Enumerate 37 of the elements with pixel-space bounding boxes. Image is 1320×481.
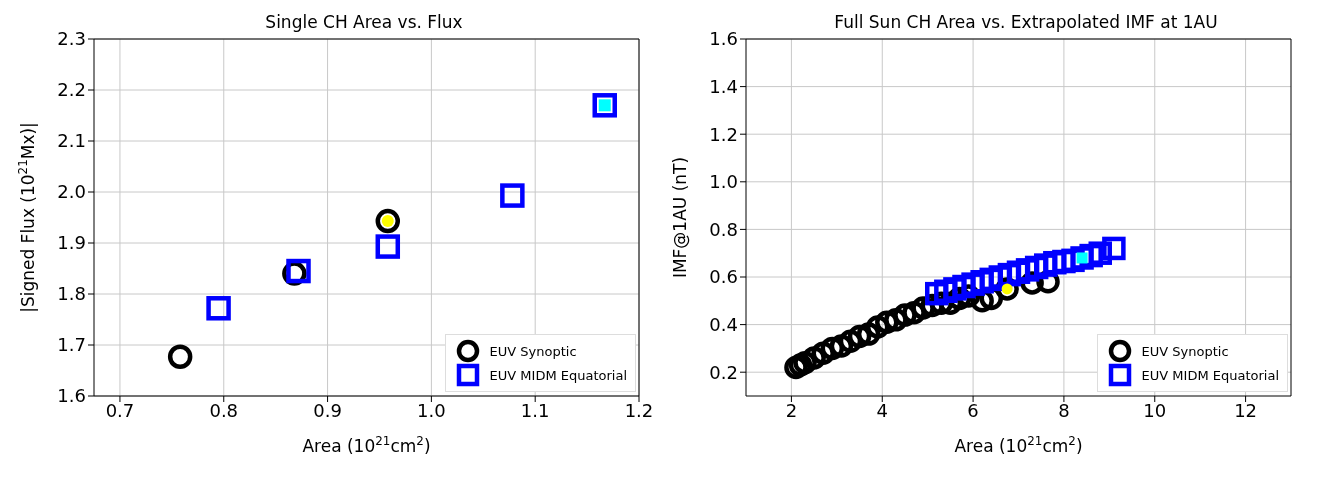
y-axis-title: IMF@1AU (nT): [670, 156, 690, 279]
x-tick-label: 12: [1234, 399, 1258, 421]
y-tick-label: 2.1: [57, 130, 86, 152]
x-tick-label: 1.2: [624, 399, 654, 421]
y-tick-label: 1.6: [57, 385, 86, 407]
y-tick-label: 0.6: [709, 266, 738, 288]
x-tick-label: 1.0: [417, 399, 446, 421]
x-tick-label: 0.9: [313, 399, 342, 421]
y-tick-label: 0.2: [709, 361, 738, 383]
legend-label: EUV MIDM Equatorial: [489, 367, 627, 383]
y-tick-label: 0.4: [709, 313, 738, 335]
x-tick-label: 8: [1058, 399, 1070, 421]
x-tick-label: 4: [876, 399, 888, 421]
y-tick-label: 1.7: [57, 334, 86, 356]
legend-label: EUV Synoptic: [1141, 343, 1229, 359]
y-tick-label: 0.8: [709, 218, 738, 240]
y-tick-label: 1.6: [709, 28, 738, 50]
y-tick-label: 2.2: [57, 79, 86, 101]
x-tick-label: 0.8: [209, 399, 239, 421]
chart-title: Single CH Area vs. Flux: [265, 12, 463, 32]
y-tick-label: 1.2: [709, 123, 738, 145]
chart-title: Full Sun CH Area vs. Extrapolated IMF at 1AU: [834, 12, 1218, 32]
legend-label: EUV MIDM Equatorial: [1141, 367, 1279, 383]
y-tick-label: 1.8: [57, 283, 86, 305]
y-tick-label: 1.0: [709, 171, 738, 193]
x-tick-label: 6: [967, 399, 979, 421]
x-axis-title: Area (10$^{21}$cm$^{2}$): [954, 434, 1083, 456]
y-tick-label: 2.0: [57, 181, 86, 203]
x-tick-label: 10: [1143, 399, 1167, 421]
x-tick-label: 0.7: [105, 399, 135, 421]
x-tick-label: 2: [785, 399, 798, 421]
legend-label: EUV Synoptic: [489, 343, 577, 359]
y-tick-label: 1.4: [709, 75, 738, 97]
y-tick-label: 2.3: [57, 28, 86, 50]
x-axis-title: Area (10$^{21}$cm$^{2}$): [302, 434, 431, 456]
x-tick-label: 1.1: [520, 399, 550, 421]
y-tick-label: 1.9: [57, 232, 86, 254]
